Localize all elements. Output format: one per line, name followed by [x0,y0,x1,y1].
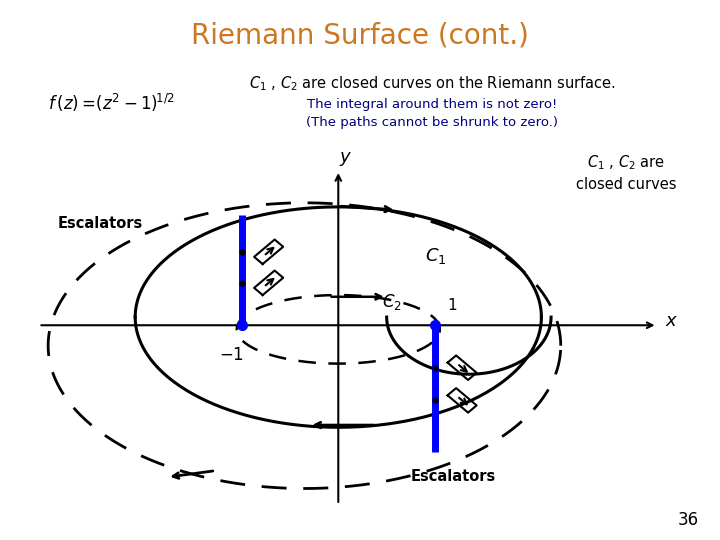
Text: $1$: $1$ [446,297,457,313]
Text: Riemann Surface (cont.): Riemann Surface (cont.) [191,22,529,50]
Text: $C_1$: $C_1$ [426,246,447,266]
Text: $x$: $x$ [665,312,678,330]
Text: $y$: $y$ [339,150,353,168]
Text: The integral around them is not zero!
(The paths cannot be shrunk to zero.): The integral around them is not zero! (T… [306,98,558,129]
Text: $-1$: $-1$ [220,346,244,363]
Text: 36: 36 [678,511,698,529]
Text: $f\,(z)=\!\left(z^2-1\right)^{\!1/2}$: $f\,(z)=\!\left(z^2-1\right)^{\!1/2}$ [48,92,175,113]
Text: $C_2$: $C_2$ [382,292,402,313]
Text: $C_1$ , $C_2$ are
closed curves: $C_1$ , $C_2$ are closed curves [576,153,677,192]
Text: Escalators: Escalators [58,215,143,231]
Text: $C_1$ , $C_2$ are closed curves on the Riemann surface.: $C_1$ , $C_2$ are closed curves on the R… [248,75,616,93]
Text: Escalators: Escalators [411,469,496,484]
